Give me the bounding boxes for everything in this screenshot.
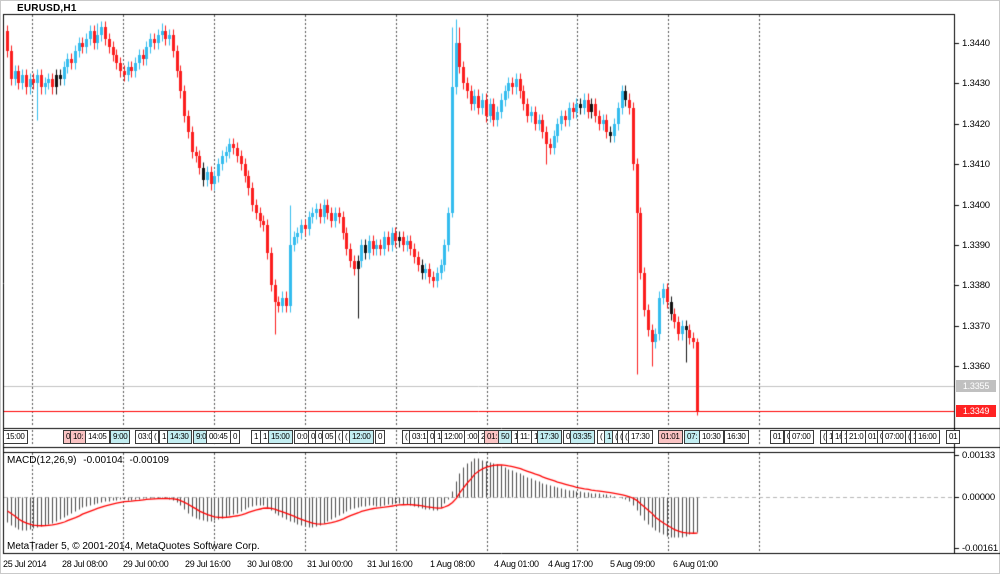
time-axis-label: 31 Jul 16:00	[367, 559, 413, 569]
event-time-tag[interactable]: 15:00	[3, 430, 28, 444]
price-axis-label: 1.3360	[962, 360, 990, 372]
time-axis-label: 6 Aug 01:00	[673, 559, 718, 569]
time-axis-label: 1 Aug 08:00	[430, 559, 475, 569]
event-time-tag[interactable]: 01	[946, 430, 961, 444]
event-time-tag[interactable]: :00	[464, 430, 481, 444]
event-time-tag[interactable]: 14:30	[167, 430, 192, 444]
price-axis-label: 1.3440	[962, 37, 990, 49]
event-time-tag[interactable]: (	[151, 430, 160, 444]
price-axis-label: 1.3370	[962, 320, 990, 332]
price-axis-label: 1.3400	[962, 199, 990, 211]
event-time-tag[interactable]: 12:00	[349, 430, 374, 444]
chart-symbol-label: EURUSD,H1	[17, 3, 77, 14]
macd-axis-label: 0.00000	[962, 491, 995, 503]
event-time-tag[interactable]: 17:30	[537, 430, 562, 444]
time-axis-label: 31 Jul 00:00	[307, 559, 353, 569]
event-time-tag[interactable]: 03:35	[570, 430, 595, 444]
event-time-tag[interactable]: 14:05	[85, 430, 110, 444]
price-axis-label: 1.3430	[962, 77, 990, 89]
event-time-tag[interactable]: 07:00	[789, 430, 814, 444]
macd-axis-label: 0.00133	[962, 449, 995, 461]
event-time-tag[interactable]: 21:0	[846, 430, 867, 444]
price-axis-label: 1.3410	[962, 158, 990, 170]
macd-indicator-label: MACD(12,26,9) -0.00104 -0.00109	[7, 455, 173, 466]
event-time-tag[interactable]: 01	[770, 430, 785, 444]
bid-price-tag: 1.3349	[956, 405, 996, 417]
macd-main-value: -0.00104	[83, 455, 123, 466]
event-time-tag[interactable]: 07:00	[882, 430, 907, 444]
copyright-text: MetaTrader 5, © 2001-2014, MetaQuotes So…	[7, 541, 260, 552]
price-axis-label: 1.3390	[962, 239, 990, 251]
event-time-tag[interactable]: 16:30	[724, 430, 749, 444]
macd-axis-label: -0.00161	[962, 542, 998, 554]
ask-price-tag: 1.3355	[956, 380, 996, 392]
event-time-tag[interactable]: 01:01	[658, 430, 683, 444]
event-time-tag[interactable]: 07:	[684, 430, 701, 444]
time-axis-label: 25 Jul 2014	[3, 559, 47, 569]
time-axis-label: 4 Aug 01:00	[494, 559, 539, 569]
event-time-tag[interactable]: 12:00	[441, 430, 466, 444]
event-marker-strip: 15:00 0 10: 14:05 9:00 03:0(1 14:30 9:0 00:45 0 1 1…	[0, 429, 1000, 447]
time-axis-label: 28 Jul 08:00	[62, 559, 108, 569]
event-time-tag[interactable]: 17:30	[628, 430, 653, 444]
macd-signal-value: -0.00109	[129, 455, 169, 466]
price-axis-label: 1.3380	[962, 279, 990, 291]
event-time-tag[interactable]: 10:	[70, 430, 87, 444]
event-time-tag[interactable]: 16:00	[915, 430, 940, 444]
event-time-tag[interactable]: 0	[230, 430, 241, 444]
time-axis-label: 29 Jul 00:00	[123, 559, 169, 569]
event-time-tag[interactable]: 15:00	[268, 430, 293, 444]
event-time-tag[interactable]: 03:0	[135, 430, 156, 444]
event-time-tag[interactable]: 10:30	[699, 430, 724, 444]
event-time-tag[interactable]: 05	[322, 430, 337, 444]
time-axis-label: 29 Jul 16:00	[185, 559, 231, 569]
time-axis-label: 4 Aug 17:00	[548, 559, 593, 569]
price-axis-label: 1.3420	[962, 118, 990, 130]
event-time-tag[interactable]: 0	[375, 430, 386, 444]
macd-indicator-name: MACD(12,26,9)	[7, 455, 77, 466]
time-axis-label: 30 Jul 08:00	[247, 559, 293, 569]
event-time-tag[interactable]: 9:00	[110, 430, 131, 444]
time-axis-label: 5 Aug 09:00	[610, 559, 655, 569]
event-time-tag[interactable]: 00:45	[206, 430, 231, 444]
